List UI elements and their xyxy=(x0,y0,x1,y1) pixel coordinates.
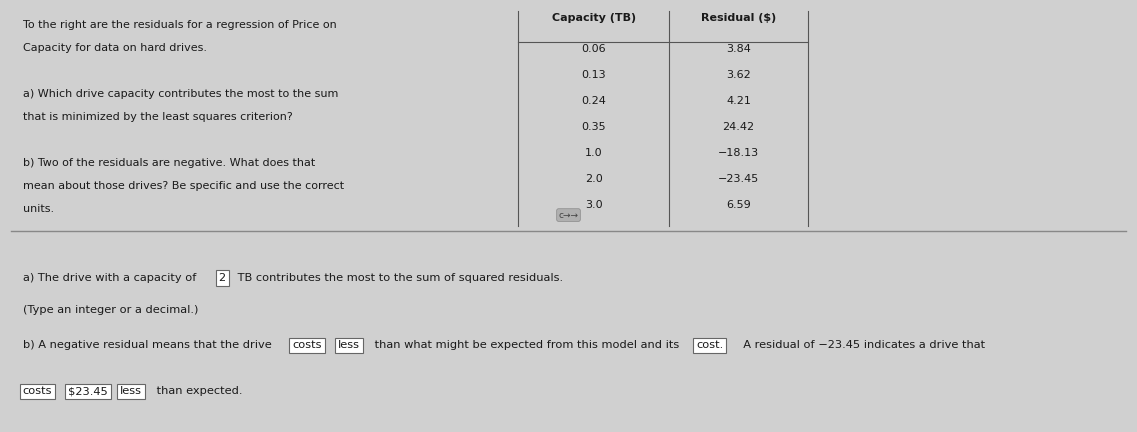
Text: 0.13: 0.13 xyxy=(581,70,606,80)
Text: 6.59: 6.59 xyxy=(727,200,750,210)
Text: less: less xyxy=(121,387,142,397)
Text: a) Which drive capacity contributes the most to the sum: a) Which drive capacity contributes the … xyxy=(23,89,338,99)
Text: b) Two of the residuals are negative. What does that: b) Two of the residuals are negative. Wh… xyxy=(23,158,315,168)
Text: than expected.: than expected. xyxy=(153,387,243,397)
Text: 3.84: 3.84 xyxy=(727,44,750,54)
Text: TB contributes the most to the sum of squared residuals.: TB contributes the most to the sum of sq… xyxy=(234,273,563,283)
Text: −18.13: −18.13 xyxy=(717,148,760,158)
Text: a) The drive with a capacity of: a) The drive with a capacity of xyxy=(23,273,199,283)
Text: costs: costs xyxy=(292,340,322,350)
Text: 0.24: 0.24 xyxy=(581,96,606,106)
Text: c→→: c→→ xyxy=(558,210,579,219)
Text: Residual ($): Residual ($) xyxy=(700,13,777,23)
Text: 0.06: 0.06 xyxy=(581,44,606,54)
Text: 0.35: 0.35 xyxy=(581,122,606,132)
Text: less: less xyxy=(338,340,359,350)
Text: Capacity for data on hard drives.: Capacity for data on hard drives. xyxy=(23,43,207,53)
Text: mean about those drives? Be specific and use the correct: mean about those drives? Be specific and… xyxy=(23,181,343,191)
Text: 3.62: 3.62 xyxy=(727,70,750,80)
Text: than what might be expected from this model and its: than what might be expected from this mo… xyxy=(372,340,683,350)
Text: that is minimized by the least squares criterion?: that is minimized by the least squares c… xyxy=(23,112,292,122)
Text: 1.0: 1.0 xyxy=(584,148,603,158)
Text: costs: costs xyxy=(23,387,52,397)
Text: To the right are the residuals for a regression of Price on: To the right are the residuals for a reg… xyxy=(23,20,337,30)
Text: 2: 2 xyxy=(218,273,226,283)
Text: 24.42: 24.42 xyxy=(722,122,755,132)
Text: 2.0: 2.0 xyxy=(584,174,603,184)
Text: $23.45: $23.45 xyxy=(68,387,108,397)
Text: A residual of −23.45 indicates a drive that: A residual of −23.45 indicates a drive t… xyxy=(736,340,985,350)
Text: (Type an integer or a decimal.): (Type an integer or a decimal.) xyxy=(23,305,198,315)
Text: 3.0: 3.0 xyxy=(584,200,603,210)
Text: units.: units. xyxy=(23,203,53,213)
Text: −23.45: −23.45 xyxy=(717,174,760,184)
Text: cost.: cost. xyxy=(696,340,723,350)
Text: b) A negative residual means that the drive: b) A negative residual means that the dr… xyxy=(23,340,275,350)
Text: Capacity (TB): Capacity (TB) xyxy=(551,13,636,23)
Text: 4.21: 4.21 xyxy=(727,96,750,106)
